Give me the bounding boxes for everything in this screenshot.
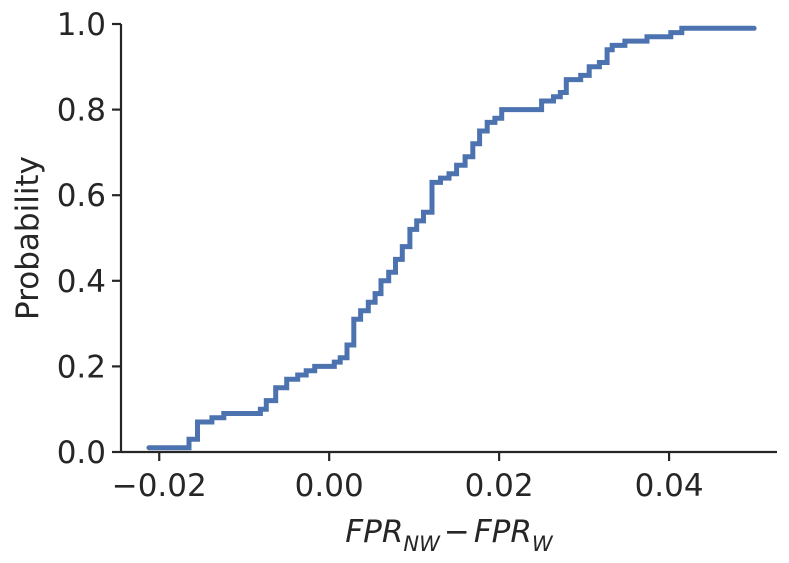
y-tick-label: 0.2 — [57, 349, 106, 385]
y-axis-label: Probability — [10, 156, 46, 320]
x-ticks: −0.02 0.00 0.02 0.04 — [112, 452, 704, 504]
y-tick-label: 0.4 — [57, 264, 106, 300]
x-label-subscript-2: W — [532, 532, 554, 556]
x-tick-label: 0.04 — [635, 468, 704, 504]
x-tick-label: 0.00 — [295, 468, 364, 504]
x-label-subscript-1: NW — [403, 532, 441, 556]
x-label-minus: − — [444, 514, 470, 550]
axes — [119, 24, 777, 454]
x-tick-label: 0.02 — [465, 468, 534, 504]
x-axis-label: FPRNW − FPRW — [345, 514, 554, 556]
y-tick-label: 0.0 — [57, 435, 106, 471]
y-ticks: 0.0 0.2 0.4 0.6 0.8 1.0 — [57, 7, 121, 471]
y-tick-label: 0.8 — [57, 93, 106, 129]
plot-area — [146, 25, 757, 451]
y-tick-label: 0.6 — [57, 178, 106, 214]
x-tick-label: −0.02 — [112, 468, 207, 504]
x-label-base-1: FP — [345, 514, 382, 550]
x-label-base-2: FP — [474, 514, 511, 550]
ecdf-series-line — [146, 25, 757, 451]
x-label-hat-1: R — [382, 514, 404, 550]
x-label-hat-2: R — [510, 514, 532, 550]
y-tick-label: 1.0 — [57, 7, 106, 43]
